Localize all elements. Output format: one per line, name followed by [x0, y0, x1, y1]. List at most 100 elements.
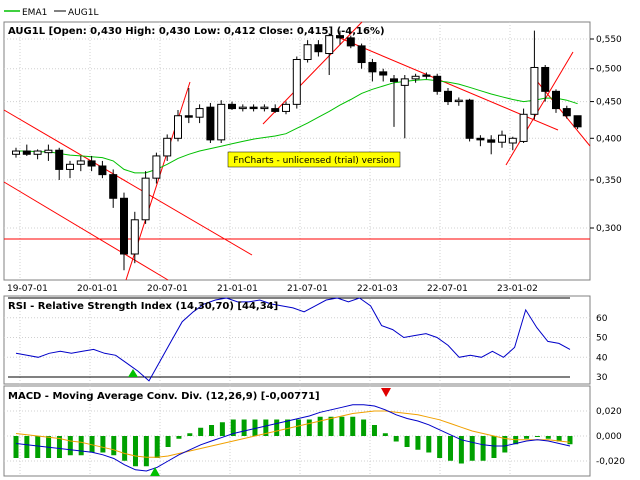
candle-up [508, 137, 517, 144]
macd-hist-bar [491, 436, 497, 458]
price-y-tick-label: 0,450 [596, 98, 622, 108]
macd-y-tick-label: 0,000 [596, 432, 622, 442]
macd-hist-bar [56, 436, 62, 458]
candle-down [249, 106, 258, 110]
macd-y-tick-label: 0,020 [596, 407, 622, 417]
candle-down [22, 150, 31, 155]
candle-up [174, 115, 182, 139]
candle-up [217, 103, 226, 141]
macd-y-axis: 0,020 0,000 -0,020 [596, 407, 625, 467]
macd-hist-bar [328, 416, 334, 436]
candle-down [120, 197, 128, 255]
macd-hist-bar [252, 419, 258, 436]
price-y-axis: 0,550 0,500 0,450 0,400 0,350 0,300 [590, 35, 622, 234]
rsi-y-tick-label: 40 [596, 353, 608, 363]
candle-down [228, 103, 236, 110]
candle-down [487, 139, 496, 143]
macd-hist-bar [371, 425, 377, 436]
rsi-y-axis: 60 50 40 30 [596, 314, 608, 383]
candle-up [66, 163, 74, 170]
macd-hist-bar [111, 436, 117, 456]
candle-up [130, 219, 139, 255]
candle-up [292, 59, 301, 105]
candle-down [346, 37, 355, 47]
candle-down [87, 160, 96, 167]
macd-hist-bar [154, 436, 160, 458]
macd-hist-bar [198, 427, 204, 436]
candle-up [325, 35, 334, 55]
price-y-tick-label: 0,550 [596, 35, 622, 45]
rsi-panel-title: RSI - Relative Strength Index (14,30,70)… [8, 301, 278, 312]
candle-up [33, 150, 42, 155]
macd-histogram [13, 416, 573, 467]
price-x-tick-label: 21-07-01 [287, 284, 328, 294]
macd-hist-bar [404, 436, 410, 447]
candle-up [141, 177, 150, 221]
candle-up [76, 160, 85, 165]
ema-line [16, 78, 578, 174]
rsi-y-tick-label: 60 [596, 314, 608, 324]
candle-down [422, 74, 431, 77]
candle-down [390, 78, 398, 82]
macd-hist-bar [13, 436, 19, 458]
candle-up [498, 134, 506, 143]
macd-hist-bar [448, 436, 454, 461]
rsi-panel [3, 295, 591, 385]
price-x-tick-label: 22-07-01 [427, 284, 468, 294]
macd-hist-bar [219, 422, 225, 436]
macd-hist-bar [317, 416, 323, 436]
candle-up [530, 66, 539, 115]
macd-grid [4, 386, 590, 476]
macd-hist-bar [306, 419, 312, 436]
candle-down [476, 137, 485, 141]
macd-hist-bar [176, 436, 182, 439]
candle-down [573, 115, 582, 128]
candle-down [541, 66, 550, 92]
rsi-y-tick-label: 50 [596, 334, 608, 344]
candle-up [152, 155, 161, 179]
macd-hist-bar [78, 436, 84, 456]
candle-down [368, 62, 377, 73]
macd-hist-bar [361, 419, 367, 436]
macd-hist-bar [285, 419, 291, 436]
price-x-tick-label: 23-01-02 [497, 284, 538, 294]
candle-down [55, 149, 64, 170]
macd-panel-title: MACD - Moving Average Conv. Div. (12,26,… [8, 391, 320, 402]
macd-line [15, 404, 571, 472]
candle-down [314, 44, 323, 53]
macd-hist-bar [545, 436, 551, 439]
price-panel-title: AUG1L [Open: 0,430 High: 0,430 Low: 0,41… [8, 26, 385, 37]
price-y-tick-label: 0,300 [596, 224, 622, 234]
candle-up [454, 99, 463, 103]
macd-hist-bar [100, 436, 106, 453]
macd-hist-bar [89, 436, 95, 453]
candle-up [260, 106, 269, 110]
candle-down [562, 108, 571, 117]
macd-hist-bar [339, 416, 345, 436]
price-y-tick-label: 0,350 [596, 176, 622, 186]
macd-hist-bar [143, 436, 149, 467]
legend-aug1l-label: AUG1L [68, 8, 98, 18]
candle-down [184, 115, 193, 118]
candle-up [238, 106, 247, 110]
trendline-upper [3, 109, 253, 256]
price-y-tick-label: 0,500 [596, 65, 622, 75]
macd-hist-bar [35, 436, 41, 458]
trendline-rise-3 [505, 51, 574, 166]
trendlines [3, 21, 591, 281]
candle-down [206, 106, 215, 141]
candle-up [411, 75, 420, 80]
candle-up [519, 113, 528, 142]
macd-hist-bar [480, 436, 486, 461]
candle-down [552, 90, 560, 110]
candle-up [12, 150, 20, 155]
macd-hist-bar [132, 436, 138, 467]
macd-hist-bar [382, 433, 388, 436]
candle-up [163, 137, 172, 157]
macd-hist-bar [274, 419, 280, 436]
macd-hist-bar [502, 436, 508, 453]
macd-hist-bar [437, 436, 443, 458]
macd-hist-bar [230, 419, 236, 436]
candle-down [98, 165, 107, 176]
candle-down [433, 75, 442, 92]
